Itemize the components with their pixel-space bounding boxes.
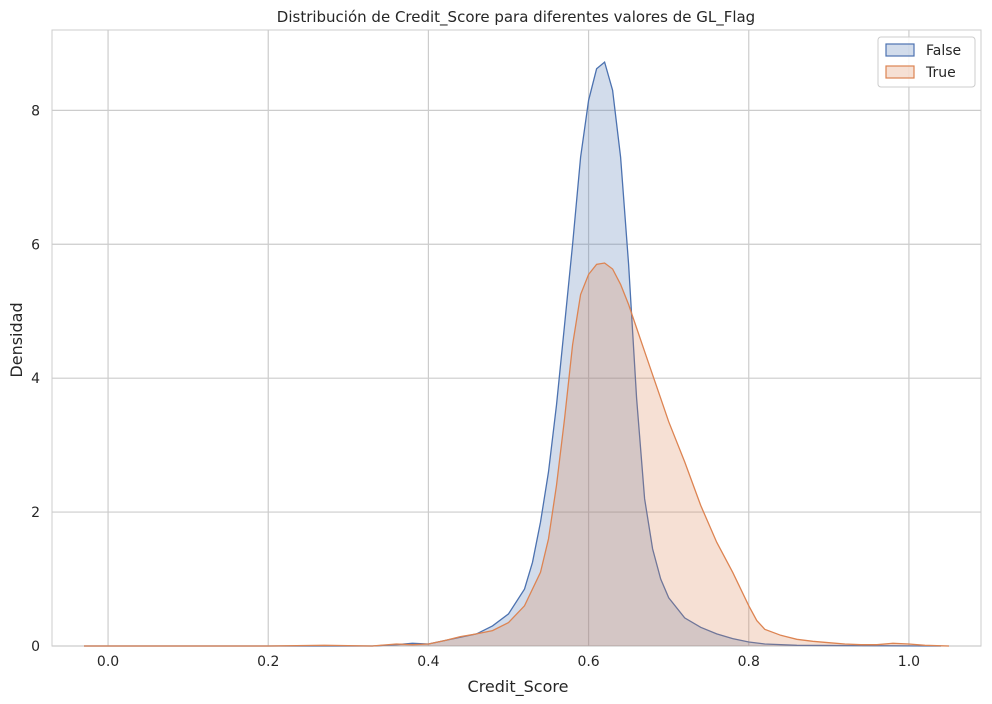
legend-swatch-true [885, 65, 915, 79]
plot-area [51, 29, 982, 647]
y-axis-ticks: 0 2 4 6 8 [31, 103, 40, 655]
y-tick-label: 0 [31, 639, 40, 655]
x-tick-label: 0.0 [97, 654, 119, 670]
legend-label-true: True [925, 65, 956, 81]
legend-swatch-false [885, 43, 915, 57]
x-tick-label: 0.2 [257, 654, 279, 670]
legend: False True [877, 36, 976, 88]
x-tick-label: 0.8 [738, 654, 760, 670]
x-tick-label: 0.4 [417, 654, 439, 670]
y-tick-label: 8 [31, 103, 40, 119]
x-axis-label: Credit_Score [468, 677, 569, 697]
chart-title: Distribución de Credit_Score para difere… [277, 8, 755, 27]
x-tick-label: 1.0 [898, 654, 920, 670]
density-areas [84, 60, 950, 647]
y-axis-label: Densidad [7, 302, 26, 377]
x-tick-label: 0.6 [577, 654, 599, 670]
legend-box [877, 36, 976, 88]
y-tick-label: 6 [31, 237, 40, 253]
density-line-true [84, 262, 950, 647]
x-axis-ticks: 0.0 0.2 0.4 0.6 0.8 1.0 [97, 654, 920, 670]
y-tick-label: 4 [31, 371, 40, 387]
y-tick-label: 2 [31, 505, 40, 521]
legend-label-false: False [926, 43, 961, 59]
